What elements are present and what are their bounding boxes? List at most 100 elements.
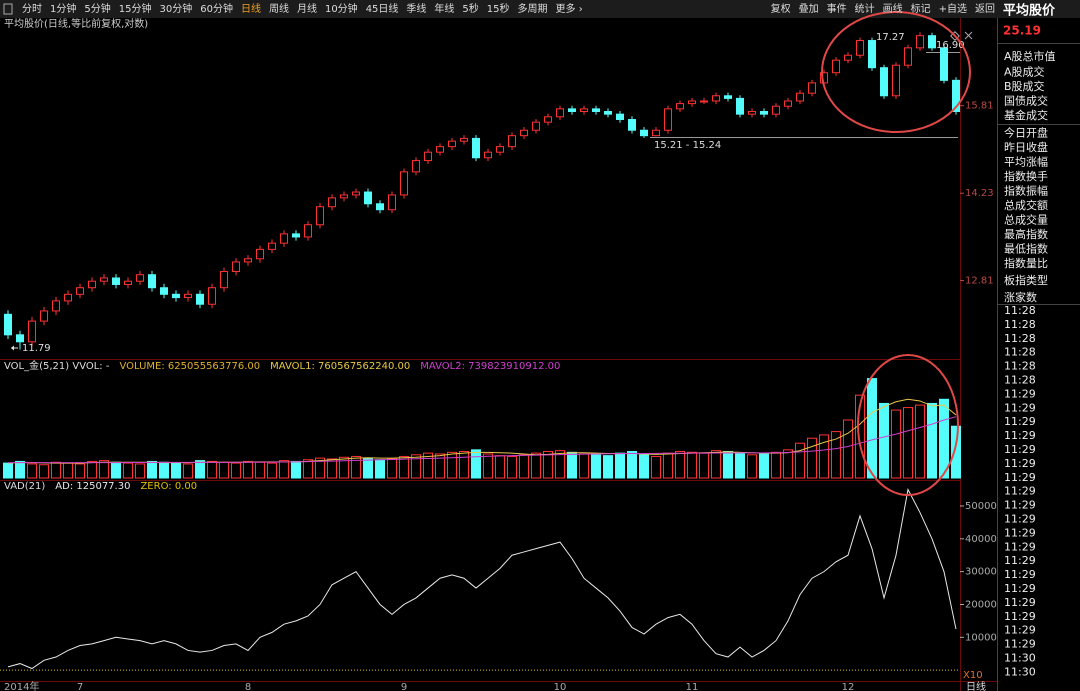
volume-bar (663, 452, 673, 479)
volume-bar (603, 455, 613, 479)
y-tick-label: 14.23 (965, 188, 994, 199)
period-tab[interactable]: 15秒 (487, 2, 510, 15)
toolbar-action[interactable]: 统计 (855, 2, 875, 15)
volume-bar (195, 460, 205, 479)
toolbar-action[interactable]: 返回 (975, 3, 995, 15)
sidebar-time: 11:29 (1004, 540, 1036, 553)
period-tab[interactable]: 5分钟 (84, 2, 110, 15)
candle-body (928, 35, 936, 49)
x-tick-label: 2014年 (4, 680, 39, 691)
volume-bar (927, 402, 937, 479)
volume-bar (735, 452, 745, 479)
sidebar-time: 11:29 (1004, 638, 1036, 651)
volume-bar (747, 454, 757, 479)
sidebar-title: 平均股价 (1003, 3, 1056, 19)
candle-body (232, 261, 240, 273)
volume-bar (27, 463, 37, 479)
volume-bar (231, 462, 241, 479)
period-tab[interactable]: 1分钟 (50, 2, 76, 15)
volume-bar (363, 457, 373, 479)
candle-body (76, 287, 84, 295)
volume-bar (555, 450, 565, 479)
volume-bar (615, 452, 625, 479)
sidebar-time: 11:29 (1004, 443, 1036, 456)
period-tab[interactable]: 日线 (241, 2, 261, 15)
vad-line (7, 488, 957, 670)
candle-body (832, 59, 840, 74)
volume-bar (783, 449, 793, 479)
candle-body (580, 108, 588, 113)
period-tab[interactable]: 年线 (434, 2, 454, 15)
volume-bar (135, 463, 145, 479)
candle-body (148, 274, 156, 289)
annotation: 16.90 (936, 40, 965, 51)
volume-bar (627, 450, 637, 479)
volume-bar (351, 455, 361, 479)
toolbar-action[interactable]: 叠加 (799, 3, 819, 15)
volume-bar (915, 404, 925, 479)
sidebar-item: 昨日收盘 (1004, 140, 1048, 154)
period-tab[interactable]: 60分钟 (200, 2, 233, 15)
highlight-ellipse (821, 11, 971, 133)
volume-bar (531, 452, 541, 479)
candle-body (640, 129, 648, 137)
candle-body (100, 277, 108, 282)
candle-body (52, 300, 60, 312)
toolbar-action[interactable]: 复权 (771, 2, 791, 15)
period-tab[interactable]: 45日线 (366, 2, 399, 15)
candle-body (304, 224, 312, 238)
toolbar-action[interactable]: 标记 (911, 3, 931, 15)
candle-body (736, 97, 744, 115)
volume-bar (315, 457, 325, 479)
candle-body (172, 293, 180, 299)
period-tab[interactable]: 15分钟 (119, 2, 152, 15)
period-tab[interactable]: 10分钟 (325, 2, 358, 15)
candle-body (892, 64, 900, 97)
candle-body (448, 140, 456, 148)
sidebar-time: 11:28 (1004, 332, 1036, 345)
period-tab[interactable]: 周线 (269, 2, 289, 15)
y-tick-label: 50000 (965, 501, 997, 512)
candle-body (208, 287, 216, 305)
sidebar-time: 11:29 (1004, 513, 1036, 526)
candle-body (520, 129, 528, 137)
candle-body (748, 111, 756, 115)
volume-bar (795, 442, 805, 479)
period-tab[interactable]: 30分钟 (159, 2, 192, 15)
volume-bar (411, 454, 421, 479)
candle-body (904, 47, 912, 66)
period-tab[interactable]: 更多 › (556, 2, 583, 15)
candle-body (604, 111, 612, 115)
toolbar-action[interactable]: 事件 (827, 2, 847, 15)
x-tick-label: 7 (77, 682, 83, 691)
panel-legend: AD: 125077.30 (55, 481, 130, 492)
volume-bar (435, 453, 445, 479)
candle-body (868, 40, 876, 69)
sidebar-item: 今日开盘 (1004, 126, 1048, 140)
period-tab[interactable]: 5秒 (462, 2, 478, 15)
volume-bar (279, 460, 289, 479)
annotation: 11.79 (22, 343, 51, 354)
sidebar-item: 板指类型 (1004, 273, 1048, 287)
toolbar-action[interactable]: +自选 (939, 2, 967, 15)
volume-bar (723, 450, 733, 479)
period-tab[interactable]: 月线 (297, 2, 317, 15)
volume-bar (243, 460, 253, 479)
close-icon[interactable] (964, 31, 973, 40)
volume-bar (759, 453, 769, 479)
volume-bar (423, 452, 433, 479)
period-tab[interactable]: 分时 (22, 3, 42, 15)
highlight-ellipse (857, 354, 959, 496)
candle-body (124, 280, 132, 285)
candle-body (664, 108, 672, 131)
menu-icon[interactable] (3, 3, 13, 15)
toolbar-action[interactable]: 画线 (883, 2, 903, 15)
candle-body (724, 95, 732, 99)
candle-body (688, 100, 696, 105)
volume-bar (3, 462, 13, 479)
candle-body (436, 146, 444, 153)
period-tab[interactable]: 季线 (406, 2, 426, 15)
volume-bar (99, 460, 109, 479)
volume-bar (171, 462, 181, 479)
period-tab[interactable]: 多周期 (518, 2, 548, 15)
